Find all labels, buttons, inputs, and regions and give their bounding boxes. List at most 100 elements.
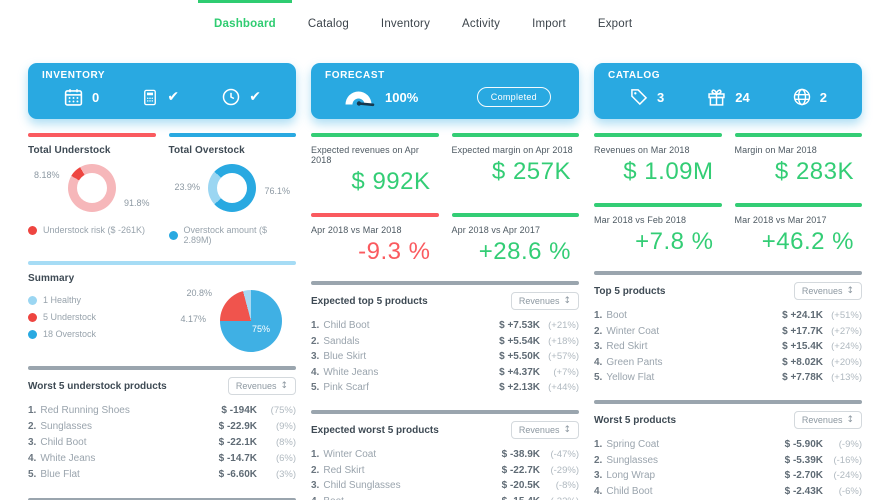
sort-dropdown[interactable]: Revenues ↕: [227, 377, 296, 395]
expected-revenues-label: Expected revenues on Apr 2018: [311, 145, 419, 165]
product-name: Red Skirt: [606, 341, 648, 352]
tab-catalog[interactable]: Catalog: [307, 18, 349, 30]
product-pct: (-47%): [550, 449, 579, 460]
product-pct: (+27%): [831, 325, 862, 337]
expected-worst-products-title: Expected worst 5 products: [311, 424, 439, 436]
section-divider-bar: [28, 498, 296, 500]
product-name: Boot: [606, 310, 627, 321]
forecast-progress-value: 100%: [385, 89, 419, 105]
product-pct: (+51%): [831, 310, 862, 321]
tags-stat: 3: [629, 87, 664, 107]
catalog-column: CATALOG 3 24 2: [594, 63, 862, 500]
product-pct: (8%): [275, 437, 296, 448]
product-name: Sandals: [323, 335, 360, 347]
product-value: $ -6.60K: [218, 469, 257, 480]
legend-overstock-label: 18 Overstock: [43, 329, 97, 339]
summary-accent-bar: [28, 261, 296, 265]
product-pct: (+7%): [553, 366, 579, 378]
product-name: White Jeans: [40, 453, 96, 464]
product-row: 4. White Jeans $ -14.7K (6%): [28, 453, 296, 464]
product-rank: 4.: [28, 453, 37, 464]
product-name: Blue Skirt: [323, 351, 367, 362]
product-pct: (+18%): [548, 335, 579, 347]
product-row: 4. Child Boot $ -2.43K (-6%): [594, 486, 862, 497]
pie-sliver-pct: 4.17%: [180, 314, 206, 324]
calculator-icon: [141, 87, 159, 108]
product-row: 3. Child Sunglasses $ -20.5K (-8%): [311, 480, 579, 491]
understock-legend: Understock risk ($ -261K): [28, 225, 156, 235]
product-name: White Jeans: [323, 366, 379, 378]
clock-icon: [221, 87, 241, 107]
section-divider-bar: [28, 366, 296, 370]
product-row: 3. Blue Skirt $ +5.50K (+57%): [311, 351, 579, 362]
product-pct: (-16%): [833, 454, 862, 466]
margin-panel: Margin on Mar 2018 $ 283K: [734, 133, 862, 187]
product-rank: 4.: [594, 356, 603, 368]
product-value: $ +8.02K: [782, 356, 823, 368]
sort-dropdown-label: Revenues: [235, 381, 277, 391]
revenues-label: Revenues on Mar 2018: [594, 145, 690, 155]
forecast-card-title: FORECAST: [325, 70, 385, 81]
tab-export[interactable]: Export: [597, 18, 633, 30]
catalog-yoy-panel: Mar 2018 vs Mar 2017 +46.2 %: [734, 203, 862, 257]
expected-margin-label: Expected margin on Apr 2018: [451, 145, 573, 155]
tab-import[interactable]: Import: [532, 18, 566, 30]
understock-accent-bar: [28, 133, 156, 137]
product-row: 1. Spring Coat $ -5.90K (-9%): [594, 439, 862, 450]
overstock-legend: Overstock amount ($ 2.89M): [168, 225, 297, 245]
product-row: 5. Yellow Flat $ +7.78K (+13%): [594, 372, 862, 383]
sort-dropdown[interactable]: Revenues ↕: [510, 421, 579, 439]
sort-dropdown[interactable]: Revenues ↕: [793, 411, 862, 429]
product-value: $ +24.1K: [782, 310, 823, 321]
accent-bar-green: [734, 133, 862, 137]
inventory-column: INVENTORY 0 ✔ ✔: [28, 63, 296, 500]
sort-dropdown[interactable]: Revenues ↕: [793, 282, 862, 300]
product-value: $ +5.50K: [499, 351, 540, 362]
forecast-yoy-label: Apr 2018 vs Apr 2017: [451, 225, 541, 235]
worst-products-section: Worst 5 products Revenues ↕ 1. Spring Co…: [594, 400, 862, 497]
product-rank: 5.: [594, 372, 603, 383]
catalog-yoy-label: Mar 2018 vs Mar 2017: [734, 215, 827, 225]
forecast-mom-value: -9.3 %: [358, 238, 431, 265]
product-pct: (9%): [275, 421, 296, 432]
product-name: Child Boot: [40, 437, 87, 448]
worst-understock-title: Worst 5 understock products: [28, 380, 167, 392]
product-value: $ -2.70K: [784, 470, 823, 481]
tab-dashboard[interactable]: Dashboard: [198, 0, 292, 42]
product-rank: 2.: [311, 464, 320, 476]
product-rank: 3.: [311, 351, 320, 362]
understock-label: Total Understock: [28, 145, 111, 156]
product-name: Pink Scarf: [323, 382, 369, 393]
catalog-yoy-value: +46.2 %: [761, 228, 854, 255]
markets-count: 2: [819, 89, 827, 105]
product-name: Child Sunglasses: [323, 480, 401, 491]
product-value: $ -194K: [221, 405, 257, 416]
lightblue-dot-icon: [28, 295, 37, 305]
tab-activity[interactable]: Activity: [462, 18, 501, 30]
product-row: 4. White Jeans $ +4.37K (+7%): [311, 367, 579, 378]
product-rank: 3.: [594, 470, 603, 481]
completed-badge[interactable]: Completed: [476, 87, 551, 107]
accent-bar-green: [451, 213, 579, 217]
product-rank: 4.: [311, 496, 319, 500]
product-value: $ +7.53K: [499, 320, 540, 331]
accent-bar-green: [451, 133, 579, 137]
tab-inventory[interactable]: Inventory: [380, 18, 431, 30]
understock-donut-chart: 8.18% 91.8%: [28, 162, 156, 216]
product-rank: 2.: [311, 335, 320, 347]
sort-dropdown[interactable]: Revenues ↕: [510, 292, 579, 310]
product-pct: (+21%): [548, 320, 579, 331]
overstock-donut-chart: 23.9% 76.1%: [169, 162, 297, 216]
product-pct: (+44%): [548, 382, 579, 393]
product-rank: 3.: [311, 480, 320, 491]
overstock-big-pct: 76.1%: [264, 186, 290, 196]
product-row: 1. Boot $ +24.1K (+51%): [594, 310, 862, 321]
sort-arrows-icon: ↕: [846, 286, 854, 296]
product-rank: 1.: [28, 405, 37, 416]
product-value: $ -20.5K: [501, 480, 540, 491]
sort-dropdown-label: Revenues: [801, 286, 843, 296]
legend-healthy-label: 1 Healthy: [43, 295, 82, 305]
overstock-small-pct: 23.9%: [174, 182, 201, 192]
inventory-card: INVENTORY 0 ✔ ✔: [28, 63, 296, 119]
tags-count: 3: [657, 89, 665, 105]
